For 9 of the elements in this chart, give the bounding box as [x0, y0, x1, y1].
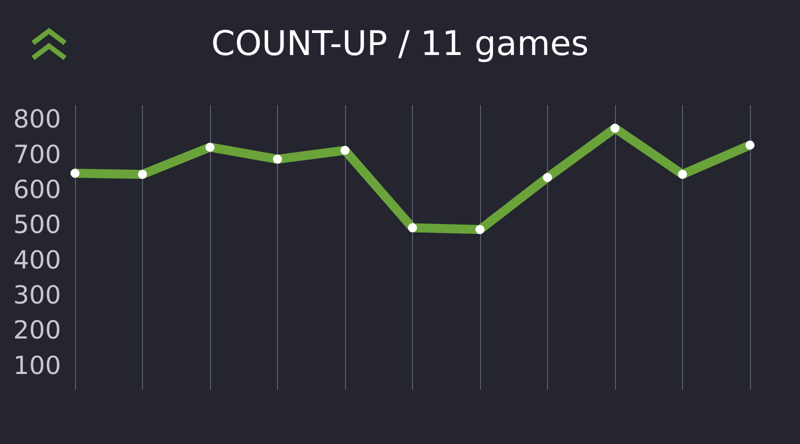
y-tick-label: 400 [13, 245, 61, 274]
y-tick-label: 100 [13, 350, 61, 380]
y-tick-label: 700 [13, 140, 61, 169]
y-tick-label: 600 [13, 174, 61, 204]
y-tick-label: 200 [13, 316, 61, 345]
y-tick-label: 800 [13, 104, 61, 134]
y-tick-label: 300 [13, 280, 61, 310]
chart-title: COUNT-UP / 11 games [211, 24, 589, 64]
y-tick-label: 500 [13, 210, 61, 240]
